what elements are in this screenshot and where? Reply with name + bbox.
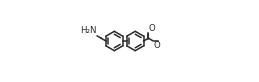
Text: O: O <box>149 24 155 33</box>
Text: O: O <box>153 41 160 50</box>
Text: H₂N: H₂N <box>80 26 97 35</box>
